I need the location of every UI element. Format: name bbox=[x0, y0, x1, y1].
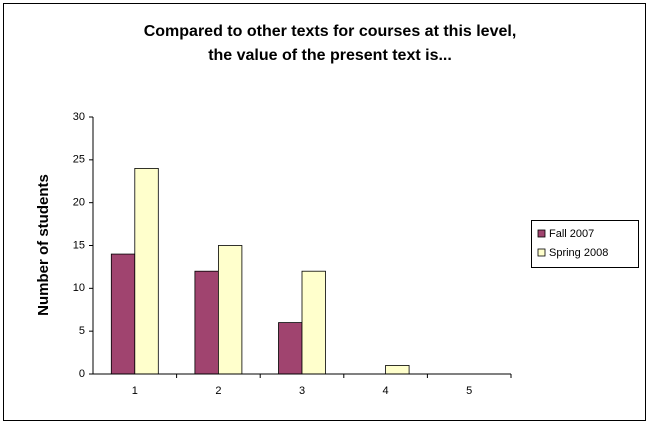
chart-title: Compared to other texts for courses at t… bbox=[144, 23, 517, 40]
y-tick-label: 5 bbox=[79, 325, 85, 337]
x-tick-label: 4 bbox=[383, 385, 389, 397]
legend bbox=[531, 220, 639, 268]
x-tick-label: 1 bbox=[132, 385, 138, 397]
y-tick-label: 0 bbox=[79, 368, 85, 380]
y-tick-label: 30 bbox=[73, 111, 85, 123]
bar bbox=[385, 365, 410, 375]
bar bbox=[301, 270, 326, 375]
y-tick-label: 25 bbox=[73, 154, 85, 166]
y-tick-label: 15 bbox=[73, 239, 85, 251]
legend-swatch bbox=[537, 248, 546, 257]
bar bbox=[194, 270, 219, 375]
x-tick-label: 3 bbox=[299, 385, 305, 397]
y-axis-label: Number of students bbox=[35, 174, 52, 316]
bar bbox=[278, 322, 303, 375]
chart-title: the value of the present text is... bbox=[208, 47, 452, 64]
bar bbox=[110, 253, 136, 375]
y-tick-label: 10 bbox=[73, 282, 85, 294]
bar bbox=[217, 245, 243, 375]
legend-label: Spring 2008 bbox=[549, 247, 608, 259]
x-tick-label: 2 bbox=[215, 385, 221, 397]
y-tick-label: 20 bbox=[73, 197, 85, 209]
legend-swatch bbox=[537, 229, 546, 238]
legend-label: Fall 2007 bbox=[549, 228, 594, 240]
x-tick-label: 5 bbox=[466, 385, 472, 397]
bar bbox=[134, 167, 159, 375]
